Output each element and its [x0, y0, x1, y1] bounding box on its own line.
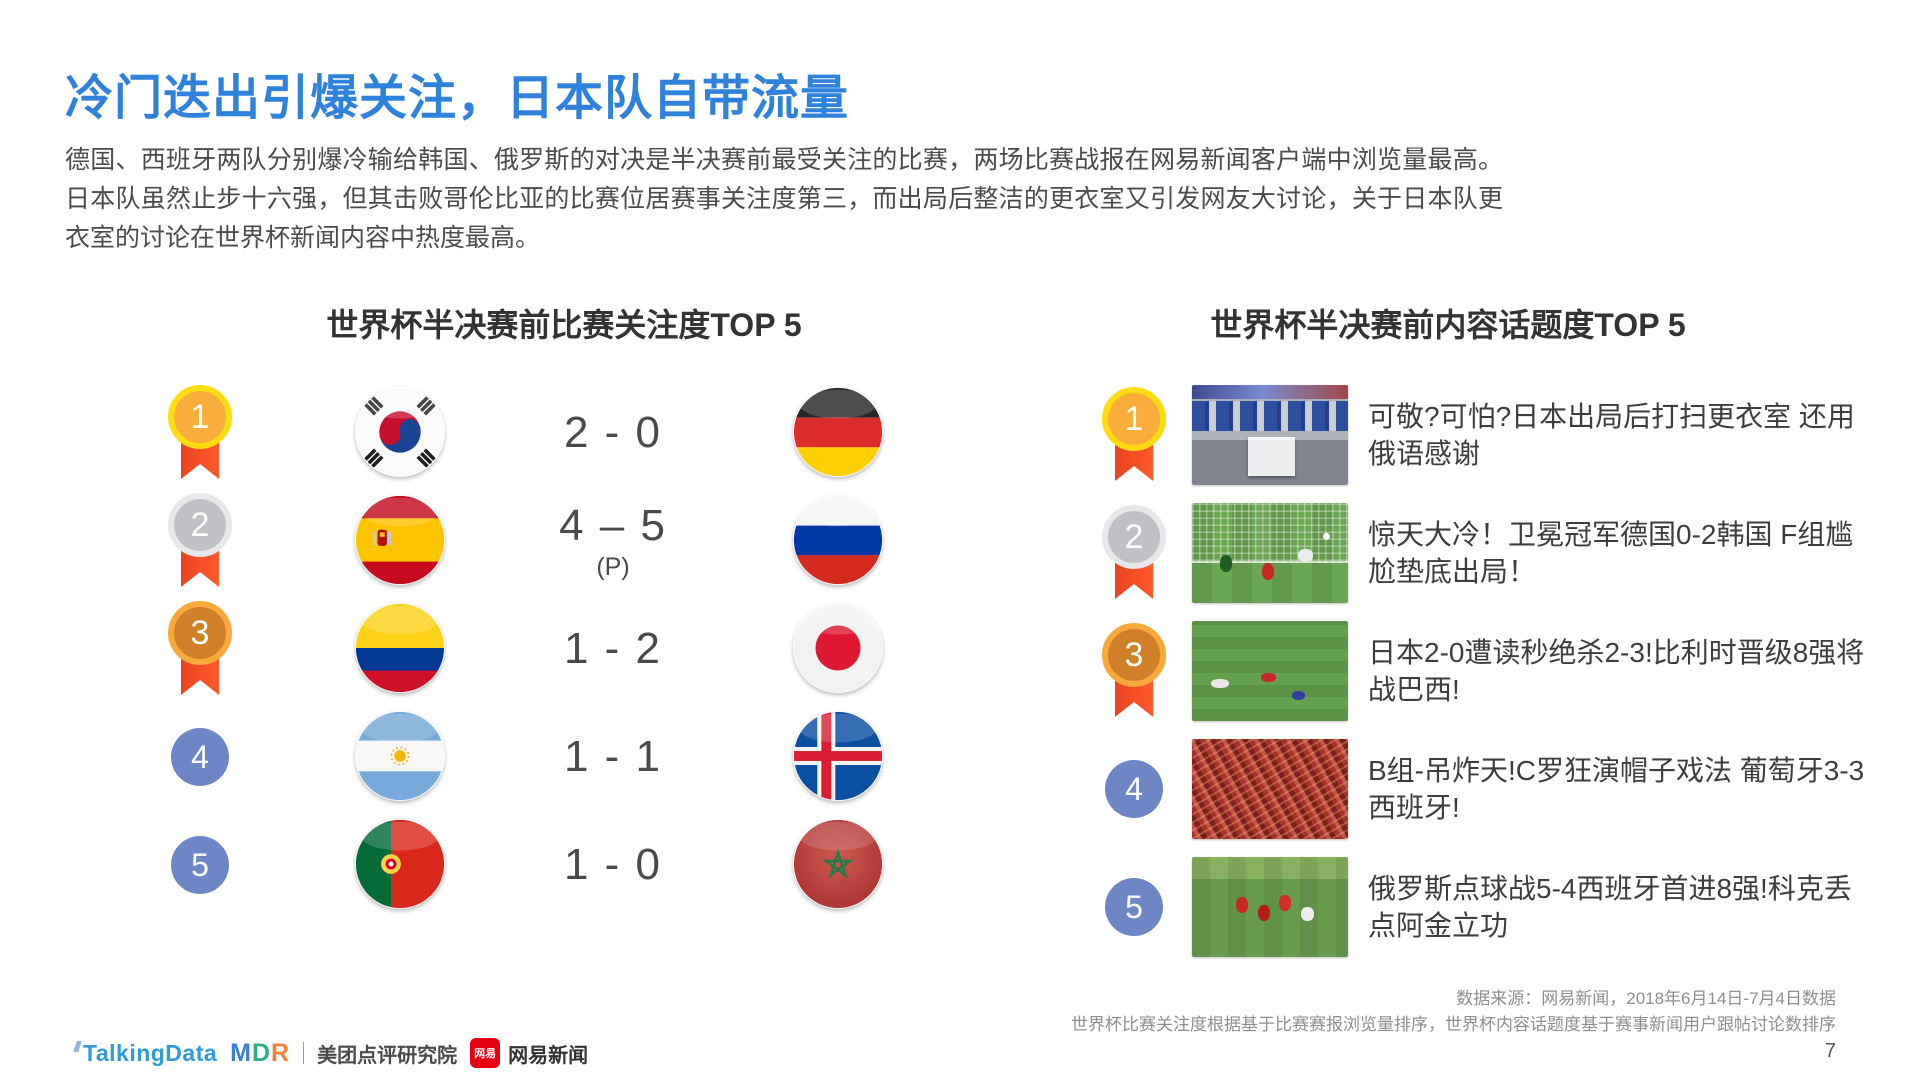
match-score: 1 - 1: [563, 732, 663, 781]
photo-detail: [1262, 563, 1275, 580]
logo-divider: [303, 1042, 305, 1064]
flag-spain-icon: [355, 495, 445, 585]
flag-argentina-icon: [355, 711, 445, 801]
news-item-1: 1 可敬?可怕?日本出局后打扫更衣室 还用俄语感谢: [1102, 385, 1877, 485]
news-photo-portugal-spain-fans: [1192, 739, 1348, 839]
photo-detail: [1210, 679, 1229, 688]
flag-japan-icon: [793, 603, 883, 693]
rank-number: 1: [1102, 387, 1166, 451]
news-title: 日本2-0遭读秒绝杀2-3!比利时晋级8强将战巴西!: [1368, 637, 1865, 705]
page-number: 7: [1824, 1040, 1836, 1062]
mdr-letter-r: R: [271, 1038, 291, 1067]
news-title: B组-吊炸天!C罗狂演帽子戏法 葡萄牙3-3西班牙!: [1368, 755, 1865, 823]
talkingdata-tick-icon: [73, 1040, 82, 1052]
match-score-box: 1 - 0: [518, 817, 708, 913]
flag-iceland-icon: [793, 711, 883, 801]
photo-detail: [1192, 503, 1348, 563]
photo-detail: [1248, 437, 1295, 476]
news-item-3: 3 日本2-0遭读秒绝杀2-3!比利时晋级8强将战巴西!: [1102, 621, 1877, 721]
rank-number: 3: [168, 601, 232, 665]
meituan-dianping-institute-label: 美团点评研究院: [317, 1044, 458, 1067]
photo-detail: [1279, 895, 1292, 911]
page-title: 冷门迭出引爆关注，日本队自带流量: [65, 72, 850, 125]
news-photo-japan-belgium: [1192, 621, 1348, 721]
news-photo-germany-korea-goal: [1192, 503, 1348, 603]
match-score: 1 - 2: [563, 624, 663, 673]
mdr-letter-m: M: [230, 1038, 252, 1067]
gold-medal-icon: 1: [1102, 387, 1166, 483]
rank-number: 2: [1102, 505, 1166, 569]
match-row-5: 5 1 - 0: [120, 817, 930, 913]
summary-paragraph: 德国、西班牙两队分别爆冷输给韩国、俄罗斯的对决是半决赛前最受关注的比赛，两场比赛…: [65, 146, 1503, 252]
news-title: 可敬?可怕?日本出局后打扫更衣室 还用俄语感谢: [1368, 401, 1855, 469]
photo-detail: [1235, 897, 1248, 913]
photo-detail: [1192, 739, 1348, 839]
rank-circle-icon: 5: [171, 836, 229, 894]
bronze-medal-icon: 3: [168, 601, 232, 697]
news-title: 惊天大冷！卫冕冠军德国0-2韩国 F组尴尬垫底出局！: [1368, 519, 1854, 587]
news-item-5: 5 俄罗斯点球战5-4西班牙首进8强!科克丢点阿金立功: [1102, 857, 1877, 957]
talkingdata-logo: TalkingData: [73, 1039, 218, 1067]
mdr-letter-d: D: [251, 1038, 272, 1067]
rank-number: 3: [1102, 623, 1166, 687]
photo-detail: [1257, 905, 1270, 921]
photo-detail: [1220, 555, 1233, 572]
left-panel-title: 世界杯半决赛前比赛关注度TOP 5: [326, 307, 802, 343]
silver-medal-icon: 2: [168, 493, 232, 589]
gold-medal-icon: 1: [168, 385, 232, 481]
rank-number: 1: [168, 385, 232, 449]
rank-number: 2: [168, 493, 232, 557]
flag-portugal-icon: [355, 819, 445, 909]
photo-detail: [1301, 907, 1315, 921]
photo-detail: [1260, 673, 1276, 682]
photo-detail: [1192, 385, 1348, 399]
photo-detail: [1298, 549, 1314, 562]
news-title: 俄罗斯点球战5-4西班牙首进8强!科克丢点阿金立功: [1368, 873, 1852, 941]
match-row-3: 3 1 - 2: [120, 601, 930, 697]
flag-russia-icon: [793, 495, 883, 585]
match-score: 1 - 0: [563, 840, 663, 889]
match-row-2: 2 4 – 5 (P): [120, 493, 930, 589]
mdr-logo: MDR: [230, 1039, 290, 1068]
news-item-2: 2 惊天大冷！卫冕冠军德国0-2韩国 F组尴尬垫底出局！: [1102, 503, 1877, 603]
data-source-line2: 世界杯比赛关注度根据基于比赛赛报浏览量排序，世界杯内容话题度基于赛事新闻用户跟帖…: [1071, 1015, 1836, 1034]
netease-news-label: 网易新闻: [508, 1044, 589, 1067]
match-score-box: 4 – 5 (P): [518, 493, 708, 589]
photo-detail: [1291, 691, 1305, 700]
bronze-medal-icon: 3: [1102, 623, 1166, 719]
right-panel-title: 世界杯半决赛前内容话题度TOP 5: [1210, 307, 1686, 343]
flag-south-korea-icon: [355, 387, 445, 477]
data-source-note: 数据来源：网易新闻，2018年6月14日-7月4日数据 世界杯比赛关注度根据基于…: [1071, 986, 1836, 1038]
match-score-box: 1 - 1: [518, 709, 708, 805]
photo-detail: [1323, 533, 1331, 540]
flag-germany-icon: [793, 387, 883, 477]
rank-circle-icon: 4: [1105, 760, 1163, 818]
match-row-1: 1 2 - 0: [120, 385, 930, 481]
match-score: 4 – 5: [559, 500, 667, 550]
flag-colombia-icon: [355, 603, 445, 693]
news-photo-russia-celebration: [1192, 857, 1348, 957]
match-row-4: 4 1 - 1: [120, 709, 930, 805]
rank-circle-icon: 5: [1105, 878, 1163, 936]
news-item-4: 4 B组-吊炸天!C罗狂演帽子戏法 葡萄牙3-3西班牙!: [1102, 739, 1877, 839]
photo-detail: [1192, 401, 1348, 431]
match-score: 2 - 0: [563, 408, 663, 457]
news-photo-locker-room: [1192, 385, 1348, 485]
partner-logos: TalkingData MDR 美团点评研究院 网易 网易新闻: [73, 1036, 589, 1070]
talkingdata-wordmark: TalkingData: [83, 1039, 218, 1066]
photo-detail: [1192, 857, 1348, 957]
match-score-box: 2 - 0: [518, 385, 708, 481]
penalty-note: (P): [596, 552, 630, 581]
match-score-box: 1 - 2: [518, 601, 708, 697]
rank-circle-icon: 4: [171, 728, 229, 786]
netease-logo-icon: 网易: [470, 1038, 501, 1068]
data-source-line1: 数据来源：网易新闻，2018年6月14日-7月4日数据: [1456, 989, 1836, 1008]
silver-medal-icon: 2: [1102, 505, 1166, 601]
flag-morocco-icon: [793, 819, 883, 909]
